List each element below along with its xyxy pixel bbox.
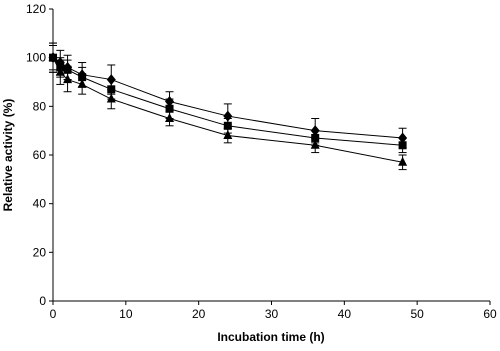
marker xyxy=(398,156,408,166)
marker xyxy=(106,93,116,103)
y-tick-label: 20 xyxy=(33,245,47,259)
x-tick-label: 20 xyxy=(192,307,206,321)
marker xyxy=(48,52,58,62)
marker xyxy=(310,139,320,149)
y-tick-label: 60 xyxy=(33,148,47,162)
x-tick-label: 60 xyxy=(483,307,497,321)
x-tick-label: 50 xyxy=(410,307,424,321)
x-tick-label: 40 xyxy=(338,307,352,321)
marker xyxy=(165,113,175,122)
y-tick-label: 0 xyxy=(39,294,46,308)
y-tick-label: 100 xyxy=(26,51,46,65)
x-tick-label: 0 xyxy=(50,307,57,321)
x-axis-title: Incubation time (h) xyxy=(217,330,324,344)
y-axis-title: Relative activity (%) xyxy=(1,99,15,212)
y-tick-label: 40 xyxy=(33,197,47,211)
marker xyxy=(77,78,87,88)
marker xyxy=(398,141,407,150)
x-tick-label: 10 xyxy=(119,307,133,321)
marker xyxy=(63,74,73,84)
y-tick-label: 80 xyxy=(33,99,47,113)
marker xyxy=(223,130,233,140)
y-tick-label: 120 xyxy=(26,2,46,16)
x-tick-label: 30 xyxy=(265,307,279,321)
marker xyxy=(55,66,65,76)
